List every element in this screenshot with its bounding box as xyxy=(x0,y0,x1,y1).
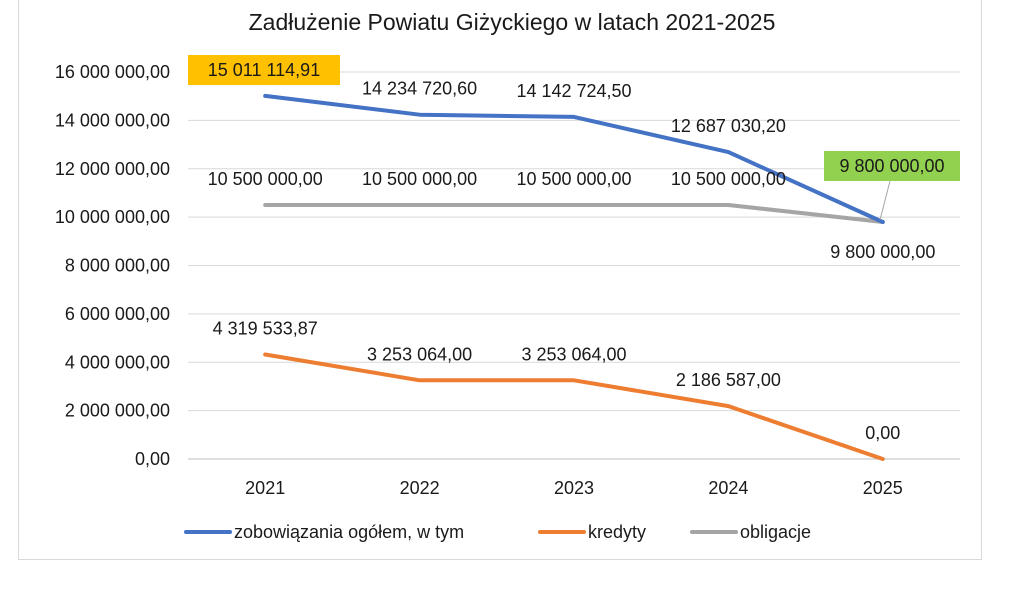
x-tick-label: 2021 xyxy=(245,478,285,498)
data-label-kredyty: 3 253 064,00 xyxy=(521,344,626,364)
x-tick-label: 2025 xyxy=(863,478,903,498)
legend-label-zobowiazania: zobowiązania ogółem, w tym xyxy=(234,522,464,542)
data-label-total: 9 800 000,00 xyxy=(839,156,944,176)
data-label-total: 14 142 724,50 xyxy=(516,81,631,101)
data-label-total: 12 687 030,20 xyxy=(671,116,786,136)
data-label-kredyty: 4 319 533,87 xyxy=(213,319,318,339)
series-line-kredyty xyxy=(263,352,885,461)
y-tick-label: 0,00 xyxy=(135,449,170,469)
gridlines xyxy=(188,71,960,460)
y-axis: 0,00 2 000 000,00 4 000 000,00 6 000 000,00… xyxy=(55,62,170,469)
y-tick-label: 2 000 000,00 xyxy=(65,401,170,421)
data-label-kredyty: 3 253 064,00 xyxy=(367,344,472,364)
y-tick-label: 16 000 000,00 xyxy=(55,62,170,82)
legend-label-obligacje: obligacje xyxy=(740,522,811,542)
data-label-total: 15 011 114,91 xyxy=(208,60,320,80)
data-label-kredyty: 0,00 xyxy=(865,423,900,443)
data-label-obligacje: 10 500 000,00 xyxy=(671,169,786,189)
series-line-zobowiazania xyxy=(263,93,885,224)
data-label-obligacje: 10 500 000,00 xyxy=(208,169,323,189)
x-axis: 2021 2022 2023 2024 2025 xyxy=(245,478,903,498)
y-tick-label: 14 000 000,00 xyxy=(55,110,170,130)
y-tick-label: 4 000 000,00 xyxy=(65,352,170,372)
data-label-obligacje: 9 800 000,00 xyxy=(830,242,935,262)
y-tick-label: 10 000 000,00 xyxy=(55,207,170,227)
chart-frame xyxy=(18,0,982,560)
data-label-total: 14 234 720,60 xyxy=(362,79,477,99)
data-label-obligacje: 10 500 000,00 xyxy=(362,169,477,189)
series-line-obligacje xyxy=(263,203,885,224)
legend-label-kredyty: kredyty xyxy=(588,522,646,542)
y-tick-label: 6 000 000,00 xyxy=(65,304,170,324)
x-tick-label: 2022 xyxy=(400,478,440,498)
data-label-kredyty: 2 186 587,00 xyxy=(676,370,781,390)
y-tick-label: 8 000 000,00 xyxy=(65,256,170,276)
data-labels: 15 011 114,91 14 234 720,60 14 142 724,50 1… xyxy=(188,55,960,443)
y-tick-label: 12 000 000,00 xyxy=(55,159,170,179)
x-tick-label: 2023 xyxy=(554,478,594,498)
chart-title: Zadłużenie Powiatu Giżyckiego w latach 2… xyxy=(249,9,776,35)
highlight-box xyxy=(188,55,340,85)
data-label-obligacje: 10 500 000,00 xyxy=(516,169,631,189)
series-lines xyxy=(263,93,885,461)
legend: zobowiązania ogółem, w tym kredyty obligac… xyxy=(184,522,811,542)
highlight-box xyxy=(824,151,960,181)
label-leader-line xyxy=(879,180,891,221)
x-tick-label: 2024 xyxy=(708,478,748,498)
